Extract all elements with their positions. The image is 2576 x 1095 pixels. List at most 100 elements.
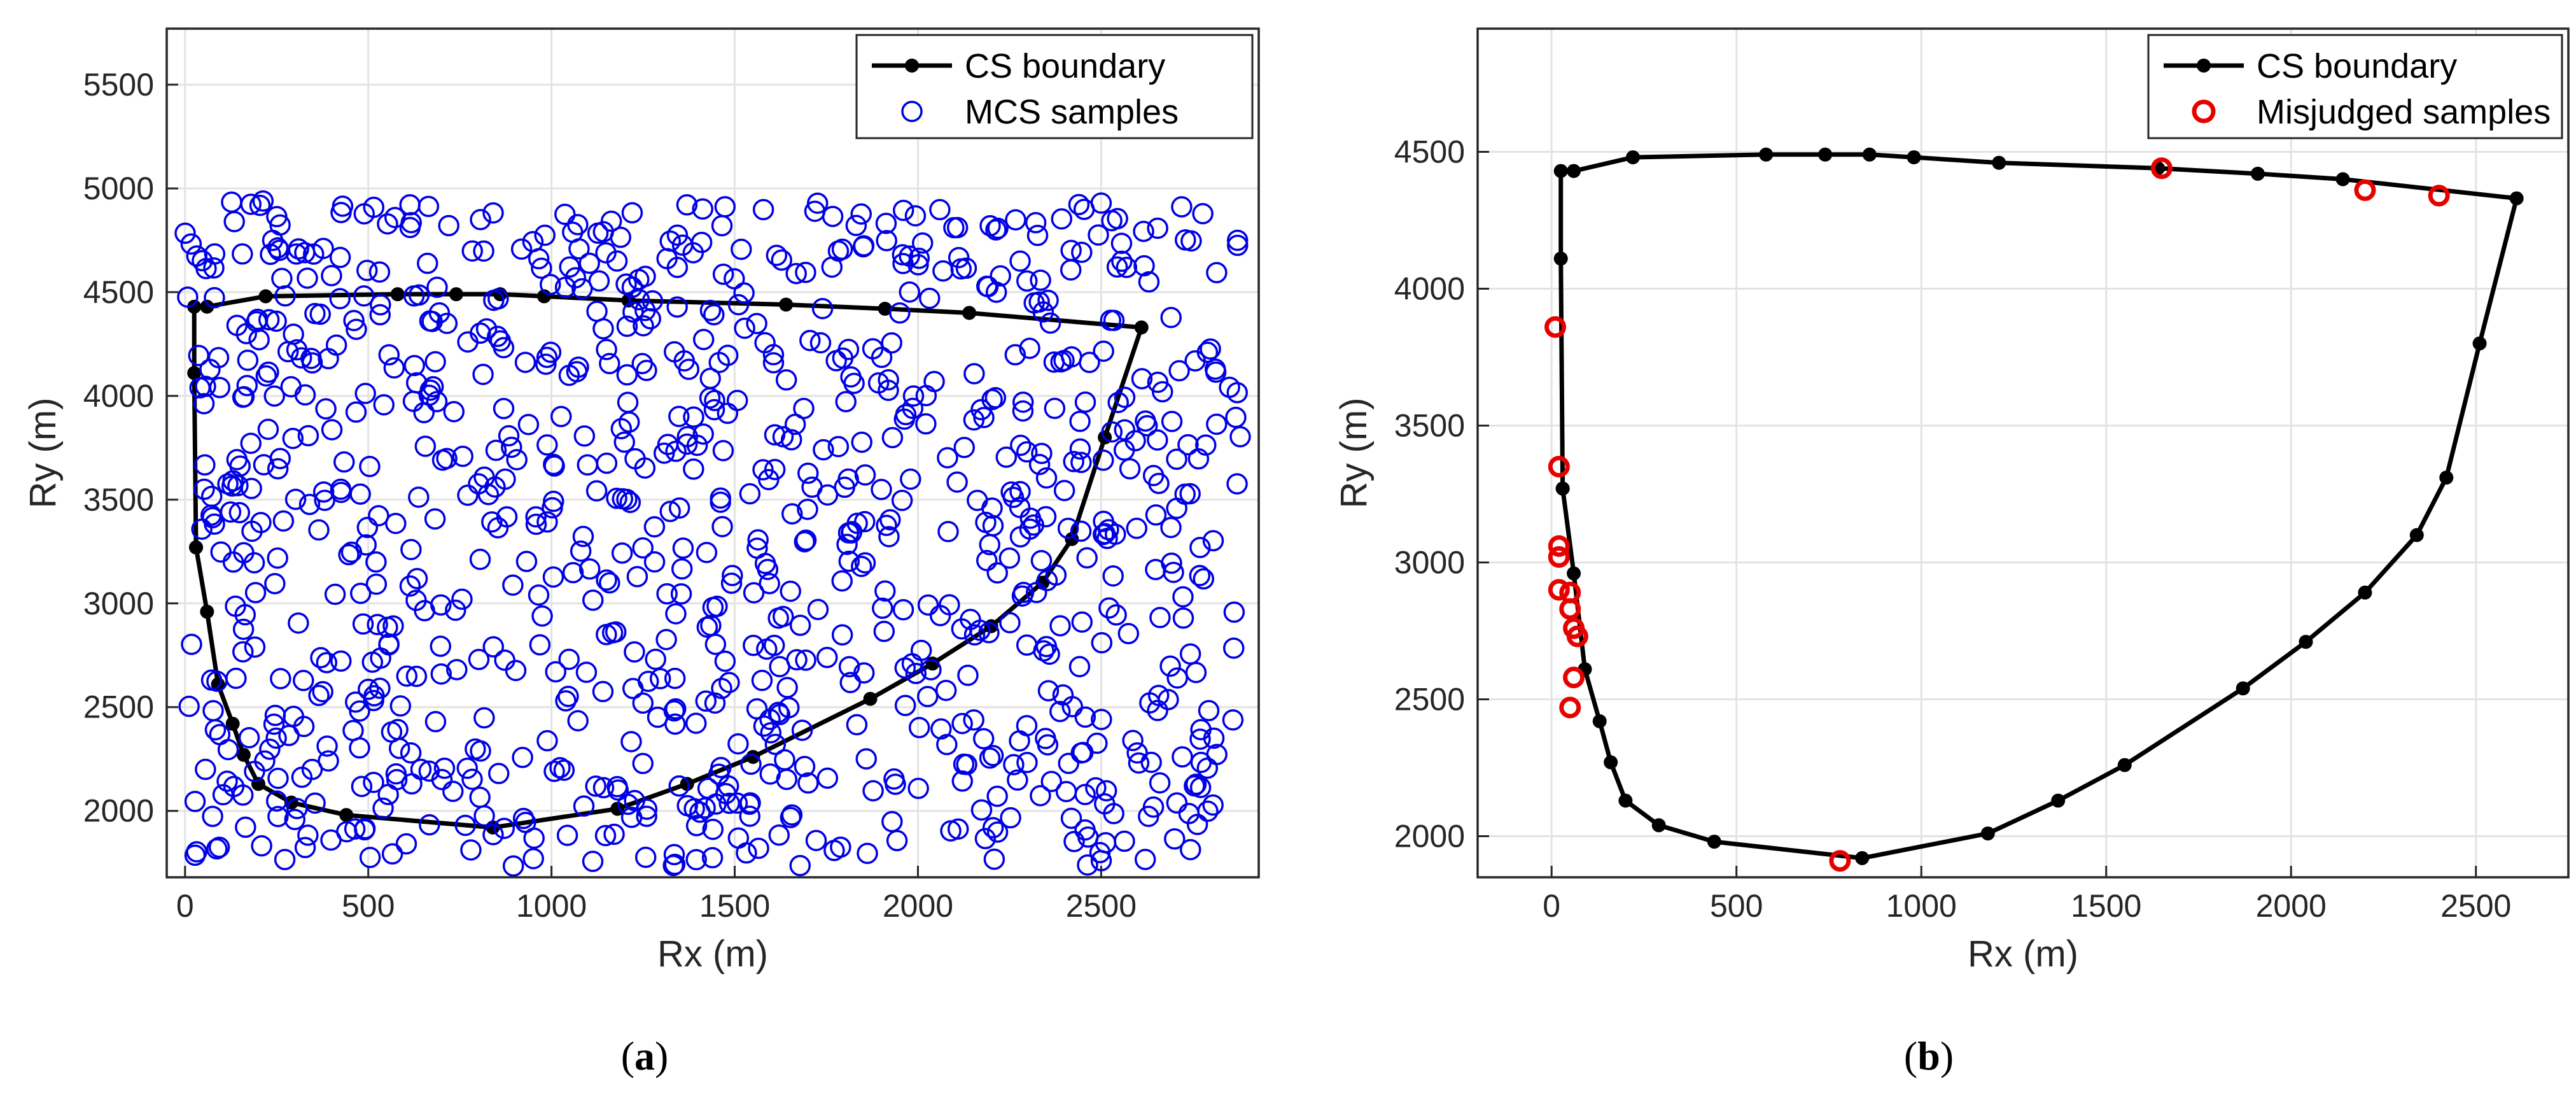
sample-point	[578, 252, 600, 274]
sample-point	[832, 347, 854, 369]
sample-point	[957, 665, 979, 686]
sample-point	[1000, 807, 1021, 829]
sample-point	[1142, 465, 1165, 486]
sample-point	[894, 657, 916, 679]
sample-point	[383, 357, 405, 379]
sample-point	[886, 830, 908, 852]
sample-point	[1142, 796, 1165, 818]
sample-point	[963, 624, 986, 646]
sample-point	[1190, 751, 1212, 774]
sample-point	[1098, 597, 1120, 619]
sample-point	[401, 773, 423, 795]
sample-point	[881, 810, 903, 833]
sample-point	[502, 574, 524, 596]
sample-point	[976, 275, 998, 297]
sample-point	[1126, 742, 1148, 764]
sample-point	[936, 733, 958, 756]
sample-point	[592, 777, 615, 799]
x-tick-label: 0	[1543, 888, 1560, 924]
sample-point	[816, 767, 839, 789]
sample-point	[1094, 523, 1116, 545]
boundary-point	[1555, 481, 1570, 496]
sample-point	[784, 413, 806, 435]
sample-point	[377, 213, 398, 235]
sample-point	[510, 238, 533, 260]
sample-point	[1016, 441, 1038, 463]
sample-point	[1185, 661, 1207, 684]
legend-box	[855, 34, 1254, 139]
sample-point	[1035, 635, 1058, 658]
boundary-point	[189, 540, 204, 555]
sample-point	[671, 558, 693, 580]
sample-point	[678, 358, 700, 380]
sample-point	[953, 753, 975, 775]
sample-point	[1128, 752, 1150, 774]
sample-point	[359, 455, 381, 477]
sample-point	[807, 598, 829, 621]
sample-point	[277, 341, 299, 363]
sample-point	[1174, 483, 1196, 505]
sample-point	[659, 230, 681, 252]
sample-point	[670, 583, 692, 605]
sample-point	[430, 594, 452, 616]
sample-point	[274, 849, 296, 870]
sample-point	[1016, 751, 1038, 774]
sample-point	[297, 267, 318, 289]
sample-point	[892, 599, 914, 621]
sample-point	[400, 742, 422, 764]
sample-point	[1095, 780, 1117, 802]
sample-point	[816, 646, 838, 668]
sample-point	[1070, 520, 1092, 542]
sample-point	[1071, 241, 1093, 264]
sample-point	[739, 483, 761, 505]
sample-point	[874, 580, 896, 602]
sample-point	[1061, 696, 1083, 717]
sample-point	[232, 641, 254, 663]
sample-point	[1003, 754, 1025, 775]
y-axis-label: Ry (m)	[1333, 398, 1375, 509]
sample-point	[923, 371, 945, 393]
misjudged-point	[2150, 157, 2173, 180]
legend-label: MCS samples	[965, 93, 1179, 131]
sample-point	[947, 818, 969, 840]
sample-point	[813, 439, 834, 461]
sample-point	[643, 551, 666, 573]
sample-point	[1206, 413, 1228, 435]
sample-point	[990, 265, 1011, 287]
sample-point	[873, 621, 895, 642]
sample-point	[1193, 568, 1215, 590]
sample-point	[1189, 565, 1211, 586]
sample-point	[1106, 256, 1128, 278]
sample-point	[1077, 854, 1098, 876]
sample-point	[304, 302, 326, 325]
sample-point	[1124, 430, 1146, 451]
sample-point	[368, 505, 389, 526]
sample-point	[1180, 230, 1202, 252]
sample-point	[525, 506, 547, 528]
sample-point	[430, 663, 452, 685]
sample-point	[542, 497, 563, 519]
sample-point	[258, 309, 280, 330]
sample-point	[1110, 232, 1133, 255]
sample-point	[557, 686, 579, 707]
sample-point	[899, 281, 921, 303]
sample-point	[370, 293, 391, 316]
sample-point	[631, 353, 654, 374]
sample-point	[1039, 312, 1061, 334]
misjudged-point	[1548, 546, 1570, 568]
sample-point	[446, 659, 468, 681]
sample-point	[414, 435, 437, 457]
sample-point	[1074, 706, 1096, 728]
sample-point	[385, 512, 407, 534]
sample-point	[878, 369, 899, 391]
sample-point	[308, 684, 330, 707]
misjudged-point	[1548, 535, 1570, 557]
sample-point	[1077, 826, 1099, 848]
sample-point	[330, 481, 352, 504]
sample-point	[487, 763, 510, 784]
panel-caption: (b)	[1904, 1033, 1954, 1078]
caption-paren-close: )	[1940, 1033, 1954, 1078]
sample-point	[649, 668, 671, 689]
sample-point	[606, 487, 627, 509]
sample-point	[634, 846, 657, 868]
